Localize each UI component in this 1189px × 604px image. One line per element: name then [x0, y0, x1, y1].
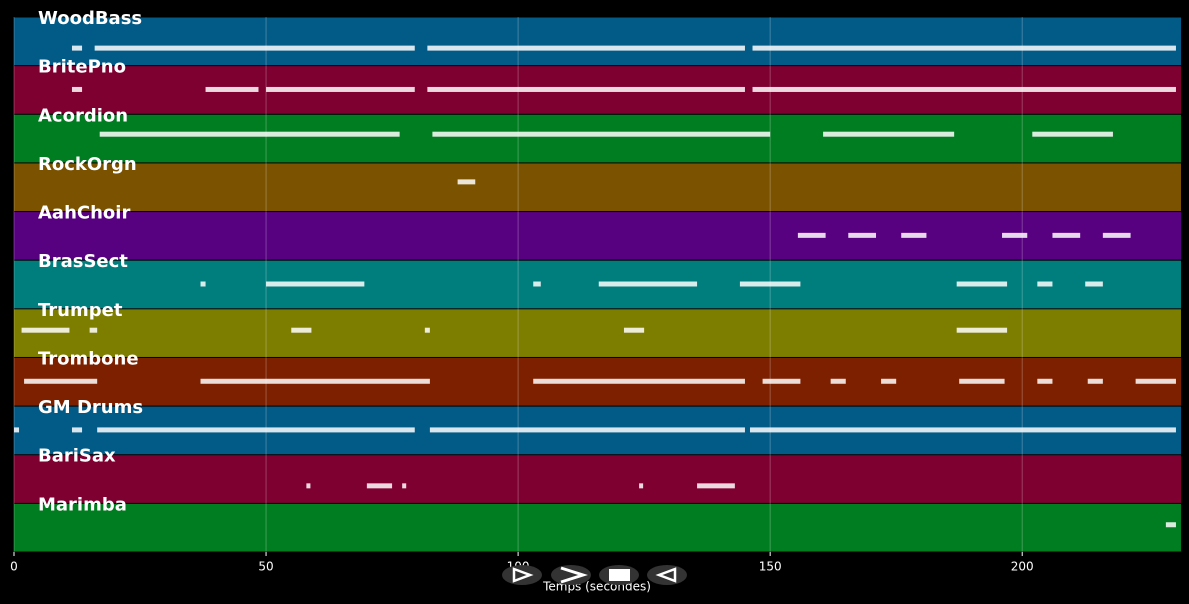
- note-segment: [24, 378, 98, 384]
- note-segment: [598, 281, 698, 287]
- note-segment: [71, 45, 83, 51]
- note-segment: [639, 483, 644, 489]
- x-tick-label: 0: [10, 560, 18, 574]
- note-segment: [266, 281, 365, 287]
- note-segment: [306, 483, 311, 489]
- back-button[interactable]: [647, 565, 687, 585]
- note-segment: [739, 281, 801, 287]
- x-tick-label: 150: [759, 560, 782, 574]
- note-segment: [697, 483, 735, 489]
- note-segment: [1102, 232, 1131, 238]
- track-label: GM Drums: [38, 397, 143, 418]
- stop-button[interactable]: [599, 565, 639, 585]
- note-segment: [366, 483, 393, 489]
- note-segment: [797, 232, 826, 238]
- note-segment: [1052, 232, 1081, 238]
- note-segment: [956, 327, 1008, 333]
- track-label: BariSax: [38, 446, 116, 467]
- note-segment: [71, 86, 83, 92]
- note-segment: [71, 427, 83, 433]
- note-segment: [1165, 522, 1176, 528]
- track-label: BrasSect: [38, 251, 128, 272]
- note-segment: [200, 378, 430, 384]
- track-label: Trumpet: [38, 300, 123, 321]
- note-segment: [94, 45, 415, 51]
- note-segment: [432, 131, 771, 137]
- note-segment: [291, 327, 312, 333]
- note-segment: [1002, 232, 1028, 238]
- play-button[interactable]: [502, 565, 542, 585]
- track-label: WoodBass: [38, 8, 142, 29]
- track-label: Acordion: [38, 105, 128, 126]
- note-segment: [21, 327, 70, 333]
- note-segment: [848, 232, 877, 238]
- note-segment: [533, 378, 745, 384]
- note-segment: [14, 427, 20, 433]
- note-segment: [1037, 378, 1053, 384]
- track-lane: [14, 212, 1181, 260]
- note-segment: [99, 131, 400, 137]
- track-label: RockOrgn: [38, 154, 137, 175]
- track-lane: [14, 503, 1181, 552]
- x-tick-label: 50: [258, 560, 273, 574]
- note-segment: [823, 131, 955, 137]
- forward-button[interactable]: [551, 565, 591, 585]
- playback-controls: [502, 565, 687, 585]
- note-segment: [97, 427, 415, 433]
- note-segment: [623, 327, 645, 333]
- note-segment: [457, 179, 476, 185]
- note-segment: [959, 378, 1005, 384]
- note-segment: [266, 86, 415, 92]
- note-segment: [533, 281, 541, 287]
- note-segment: [956, 281, 1008, 287]
- note-segment: [424, 327, 430, 333]
- note-segment: [830, 378, 846, 384]
- track-lane: [14, 455, 1181, 503]
- note-segment: [749, 427, 1176, 433]
- note-segment: [402, 483, 407, 489]
- note-segment: [881, 378, 897, 384]
- note-segment: [200, 281, 206, 287]
- note-segment: [1135, 378, 1176, 384]
- note-segment: [1032, 131, 1113, 137]
- x-tick-label: 200: [1011, 560, 1034, 574]
- note-segment: [752, 45, 1176, 51]
- track-lane: [14, 114, 1181, 163]
- note-segment: [752, 86, 1176, 92]
- note-segment: [1037, 281, 1053, 287]
- note-segment: [1085, 281, 1103, 287]
- track-lane: [14, 17, 1181, 66]
- track-label: BritePno: [38, 57, 126, 78]
- note-segment: [429, 427, 745, 433]
- note-segment: [427, 45, 745, 51]
- note-segment: [427, 86, 745, 92]
- track-label: Marimba: [38, 494, 127, 515]
- note-segment: [901, 232, 927, 238]
- note-segment: [1087, 378, 1103, 384]
- note-segment: [762, 378, 801, 384]
- note-segment: [89, 327, 98, 333]
- track-lane: [14, 163, 1181, 212]
- track-label: AahChoir: [38, 203, 130, 224]
- note-segment: [205, 86, 259, 92]
- track-lane: [14, 309, 1181, 357]
- track-label: Trombone: [38, 348, 139, 369]
